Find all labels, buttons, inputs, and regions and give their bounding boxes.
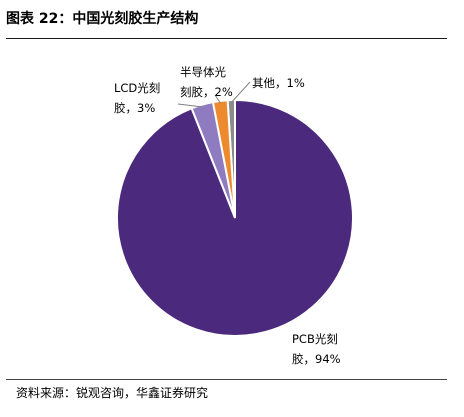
leader-line-0 [231, 81, 251, 103]
title-rule [6, 38, 447, 39]
pie-slices [116, 98, 354, 337]
pie-slice-3 [116, 98, 354, 337]
leader-line-2 [177, 103, 203, 108]
slice-labels: 其他，1% 半导体光刻胶，2% LCD光刻胶，3% PCB光刻胶，94% [114, 65, 341, 366]
slice-label-1: 半导体光刻胶，2% [180, 65, 233, 99]
source-rule [6, 379, 447, 380]
slice-label-2: LCD光刻胶，3% [114, 81, 160, 115]
figure-title: 图表 22：中国光刻胶生产结构 [6, 11, 199, 27]
source-note: 资料来源：锐观咨询，华鑫证券研究 [16, 386, 209, 400]
slice-label-0: 其他，1% [252, 76, 305, 90]
leader-line-1 [214, 94, 221, 104]
leader-lines [177, 81, 251, 108]
slice-label-3: PCB光刻胶，94% [292, 332, 341, 366]
